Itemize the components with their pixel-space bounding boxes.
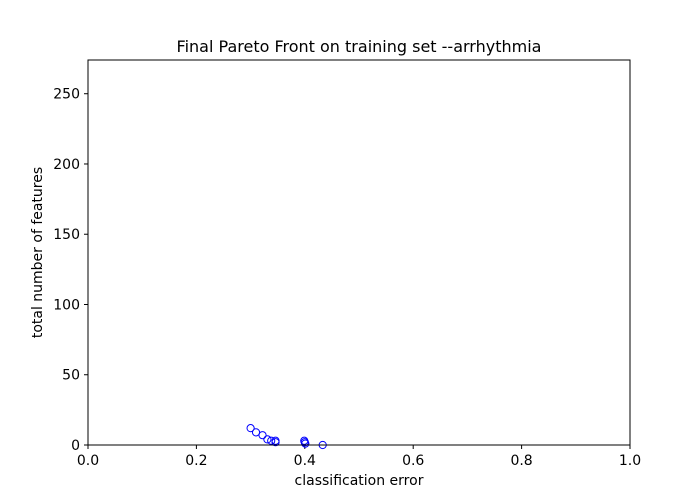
y-tick-label: 200 <box>53 157 80 173</box>
data-points <box>246 424 327 450</box>
y-tick-label: 50 <box>62 368 80 384</box>
y-axis-label: total number of features <box>30 167 46 338</box>
data-point <box>258 431 267 440</box>
x-axis-label: classification error <box>295 473 424 489</box>
x-tick-label: 0.2 <box>185 453 207 469</box>
x-axis-ticks: 0.0 0.2 0.4 0.6 0.8 1.0 <box>77 445 641 469</box>
data-point <box>263 435 272 444</box>
y-tick-label: 0 <box>71 438 80 454</box>
data-point <box>246 424 255 433</box>
data-point <box>267 436 276 445</box>
y-tick-label: 250 <box>53 87 80 103</box>
y-tick-label: 100 <box>53 297 80 313</box>
x-tick-label: 0.0 <box>77 453 99 469</box>
x-tick-label: 0.6 <box>402 453 424 469</box>
data-point <box>271 436 280 445</box>
x-tick-label: 0.8 <box>510 453 532 469</box>
data-point <box>301 439 310 448</box>
chart-title: Final Pareto Front on training set --arr… <box>177 37 542 56</box>
y-tick-label: 150 <box>53 227 80 243</box>
x-tick-label: 0.4 <box>294 453 316 469</box>
x-tick-label: 1.0 <box>619 453 641 469</box>
y-axis-ticks: 0 50 100 150 200 250 <box>53 87 88 454</box>
plot-area-frame <box>87 59 631 446</box>
